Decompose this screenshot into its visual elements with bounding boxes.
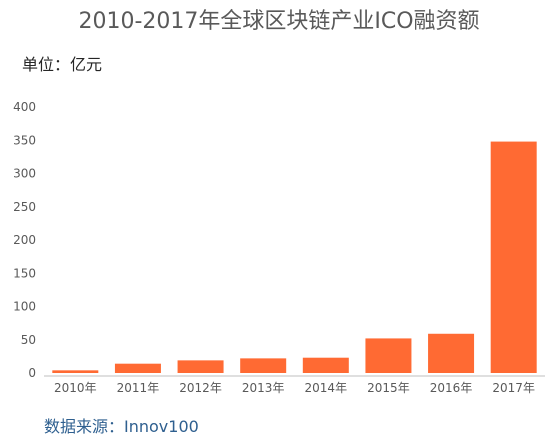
bar — [240, 358, 287, 373]
x-tick-label: 2011年 — [117, 381, 160, 395]
y-tick-label: 250 — [13, 200, 36, 214]
bar — [428, 333, 475, 373]
chart-title: 2010-2017年全球区块链产业ICO融资额 — [78, 9, 479, 34]
bars — [52, 141, 537, 373]
bar — [302, 357, 349, 373]
bar — [114, 363, 161, 373]
source-label: 数据来源：Innov100 — [44, 417, 199, 436]
x-tick-label: 2015年 — [367, 381, 410, 395]
y-tick-label: 350 — [13, 133, 36, 147]
y-tick-label: 150 — [13, 266, 36, 280]
x-tick-label: 2010年 — [54, 381, 97, 395]
y-tick-label: 0 — [28, 366, 36, 380]
x-tick-label: 2013年 — [242, 381, 285, 395]
x-tick-label: 2016年 — [430, 381, 473, 395]
x-tick-label: 2012年 — [179, 381, 222, 395]
x-axis-ticks: 2010年 2011年 2012年 2013年 2014年 2015年 2016年 2017年 — [54, 381, 535, 395]
bar — [177, 360, 224, 373]
x-tick-label: 2014年 — [305, 381, 348, 395]
unit-label: 单位：亿元 — [22, 55, 102, 74]
y-tick-label: 300 — [13, 167, 36, 181]
bar — [490, 141, 537, 373]
y-tick-label: 200 — [13, 233, 36, 247]
bar — [365, 338, 412, 373]
y-axis-ticks: 0 50 100 150 200 250 300 350 400 — [13, 100, 36, 380]
x-tick-label: 2017年 — [492, 381, 535, 395]
y-tick-label: 400 — [13, 100, 36, 114]
y-tick-label: 100 — [13, 300, 36, 314]
y-tick-label: 50 — [21, 333, 36, 347]
bar — [52, 370, 99, 373]
